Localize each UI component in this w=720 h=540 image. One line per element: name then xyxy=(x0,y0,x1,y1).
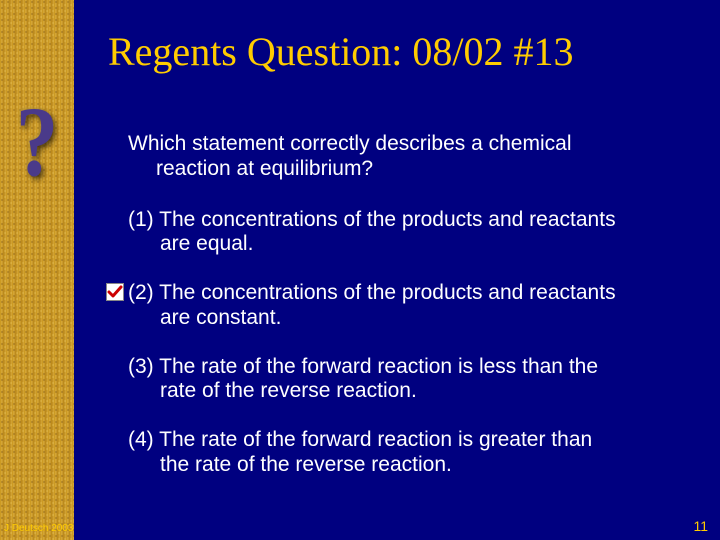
stem-line-2: reaction at equilibrium? xyxy=(128,157,688,182)
option-text: (2) The concentrations of the products a… xyxy=(128,281,616,304)
slide-number: 11 xyxy=(693,518,708,534)
option-text: the rate of the reverse reaction. xyxy=(128,453,688,478)
option-text: (4) The rate of the forward reaction is … xyxy=(128,428,592,451)
option-1: (1) The concentrations of the products a… xyxy=(128,208,688,258)
question-mark-icon: ? xyxy=(3,86,71,196)
option-2: (2) The concentrations of the products a… xyxy=(128,281,688,331)
slide-title: Regents Question: 08/02 #13 xyxy=(108,28,574,75)
sidebar-texture xyxy=(0,0,74,540)
question-stem: Which statement correctly describes a ch… xyxy=(128,132,688,182)
correct-check-icon xyxy=(106,283,124,301)
option-4: (4) The rate of the forward reaction is … xyxy=(128,428,688,478)
option-3: (3) The rate of the forward reaction is … xyxy=(128,355,688,405)
option-text: (3) The rate of the forward reaction is … xyxy=(128,355,598,378)
stem-line-1: Which statement correctly describes a ch… xyxy=(128,132,572,155)
slide-body: Which statement correctly describes a ch… xyxy=(128,132,688,502)
option-text: are constant. xyxy=(128,306,688,331)
option-text: rate of the reverse reaction. xyxy=(128,379,688,404)
footer-credit: J Deutsch 2003 xyxy=(4,523,74,534)
option-text: (1) The concentrations of the products a… xyxy=(128,208,616,231)
option-text: are equal. xyxy=(128,232,688,257)
